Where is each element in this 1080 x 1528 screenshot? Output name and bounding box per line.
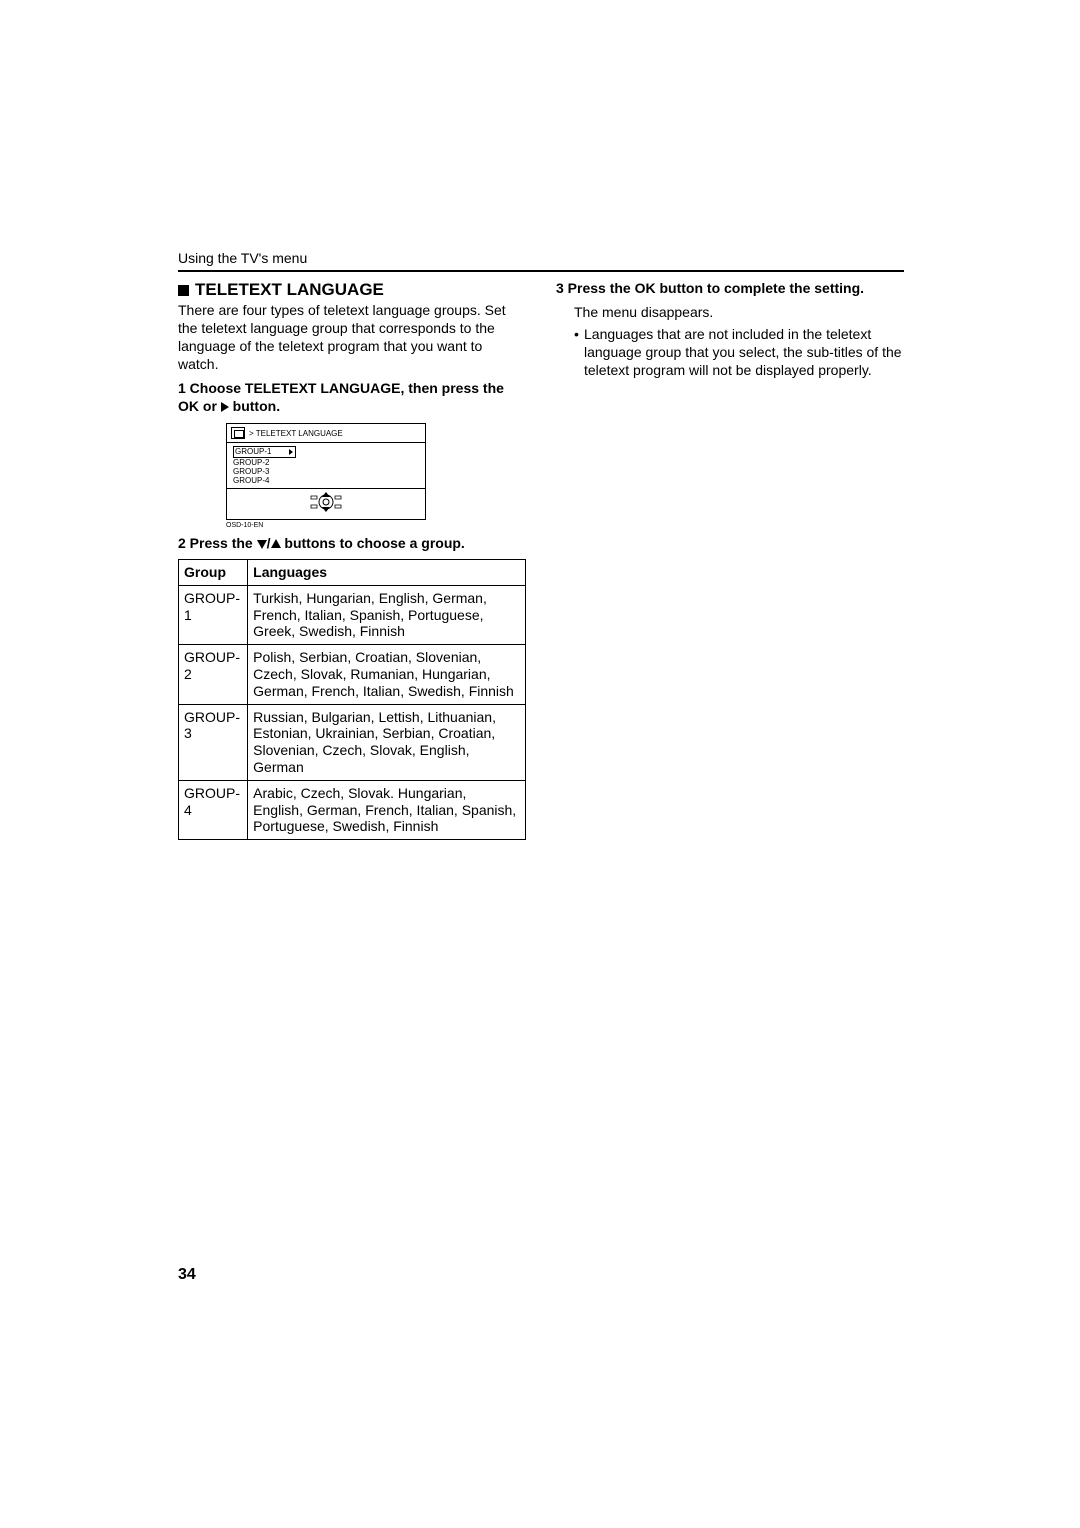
table-header-row: Group Languages — [179, 560, 526, 586]
bullet-text: Languages that are not included in the t… — [584, 326, 904, 380]
table-row: GROUP-4 Arabic, Czech, Slovak. Hungarian… — [179, 780, 526, 839]
col-languages-header: Languages — [248, 560, 526, 586]
header-rule — [178, 270, 904, 272]
step-1-text-b: button. — [229, 398, 280, 414]
group-cell: GROUP-2 — [179, 645, 248, 704]
group-cell: GROUP-3 — [179, 704, 248, 780]
step-2: 2 Press the / buttons to choose a group. — [178, 535, 526, 553]
page-header: Using the TV's menu — [178, 250, 904, 266]
table-row: GROUP-1 Turkish, Hungarian, English, Ger… — [179, 585, 526, 644]
languages-cell: Polish, Serbian, Croatian, Slovenian, Cz… — [248, 645, 526, 704]
right-column: 3 Press the OK button to complete the se… — [556, 280, 904, 840]
two-column-layout: TELETEXT LANGUAGE There are four types o… — [178, 280, 904, 840]
col-group-header: Group — [179, 560, 248, 586]
osd-caption: OSD-10-EN — [226, 522, 526, 529]
group-cell: GROUP-1 — [179, 585, 248, 644]
table-row: GROUP-3 Russian, Bulgarian, Lettish, Lit… — [179, 704, 526, 780]
step-3-bullet: • Languages that are not included in the… — [574, 326, 904, 380]
setup-icon — [231, 427, 245, 439]
up-arrow-icon — [271, 539, 281, 548]
step-2-text-b: buttons to choose a group. — [281, 535, 465, 551]
step-1: 1 Choose TELETEXT LANGUAGE, then press t… — [178, 380, 526, 416]
osd-illustration: > TELETEXT LANGUAGE GROUP-1 GROUP-2 GROU… — [226, 423, 526, 529]
group-cell: GROUP-4 — [179, 780, 248, 839]
osd-selected: GROUP-1 — [233, 446, 296, 457]
section-title: TELETEXT LANGUAGE — [178, 280, 526, 300]
osd-item-4: GROUP-4 — [233, 476, 419, 485]
step-3-body: The menu disappears. — [574, 304, 904, 322]
osd-title: > TELETEXT LANGUAGE — [249, 429, 343, 438]
language-table: Group Languages GROUP-1 Turkish, Hungari… — [178, 559, 526, 840]
languages-cell: Arabic, Czech, Slovak. Hungarian, Englis… — [248, 780, 526, 839]
osd-item-1: GROUP-1 — [233, 446, 419, 457]
osd-nav-icon — [227, 489, 425, 519]
languages-cell: Russian, Bulgarian, Lettish, Lithuanian,… — [248, 704, 526, 780]
left-column: TELETEXT LANGUAGE There are four types o… — [178, 280, 526, 840]
osd-list: GROUP-1 GROUP-2 GROUP-3 GROUP-4 — [227, 443, 425, 489]
intro-paragraph: There are four types of teletext languag… — [178, 302, 526, 374]
square-bullet-icon — [178, 285, 189, 296]
table-row: GROUP-2 Polish, Serbian, Croatian, Slove… — [179, 645, 526, 704]
osd-item-2: GROUP-2 — [233, 458, 419, 467]
document-page: Using the TV's menu TELETEXT LANGUAGE Th… — [178, 250, 904, 840]
osd-box: > TELETEXT LANGUAGE GROUP-1 GROUP-2 GROU… — [226, 423, 426, 520]
step-2-text-a: 2 Press the — [178, 535, 257, 551]
page-number: 34 — [178, 1266, 196, 1284]
osd-item-3: GROUP-3 — [233, 467, 419, 476]
bullet-dot-icon: • — [574, 326, 584, 380]
step-3: 3 Press the OK button to complete the se… — [556, 280, 904, 298]
osd-titlebar: > TELETEXT LANGUAGE — [227, 424, 425, 443]
section-title-text: TELETEXT LANGUAGE — [195, 280, 384, 300]
right-arrow-icon — [221, 402, 229, 412]
languages-cell: Turkish, Hungarian, English, German, Fre… — [248, 585, 526, 644]
down-arrow-icon — [257, 540, 267, 549]
